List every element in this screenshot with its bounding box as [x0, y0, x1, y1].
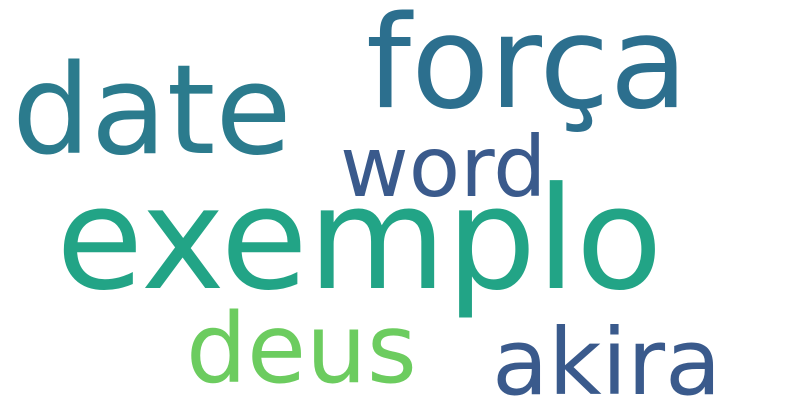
cloud-word-word: word	[340, 118, 547, 216]
cloud-word-forca: força	[366, 0, 688, 138]
cloud-word-akira: akira	[492, 309, 722, 416]
word-cloud: exemplo força date word deus akira	[12, 0, 722, 409]
cloud-word-exemplo: exemplo	[56, 157, 663, 322]
cloud-word-deus: deus	[186, 293, 417, 405]
cloud-word-date: date	[12, 39, 292, 183]
